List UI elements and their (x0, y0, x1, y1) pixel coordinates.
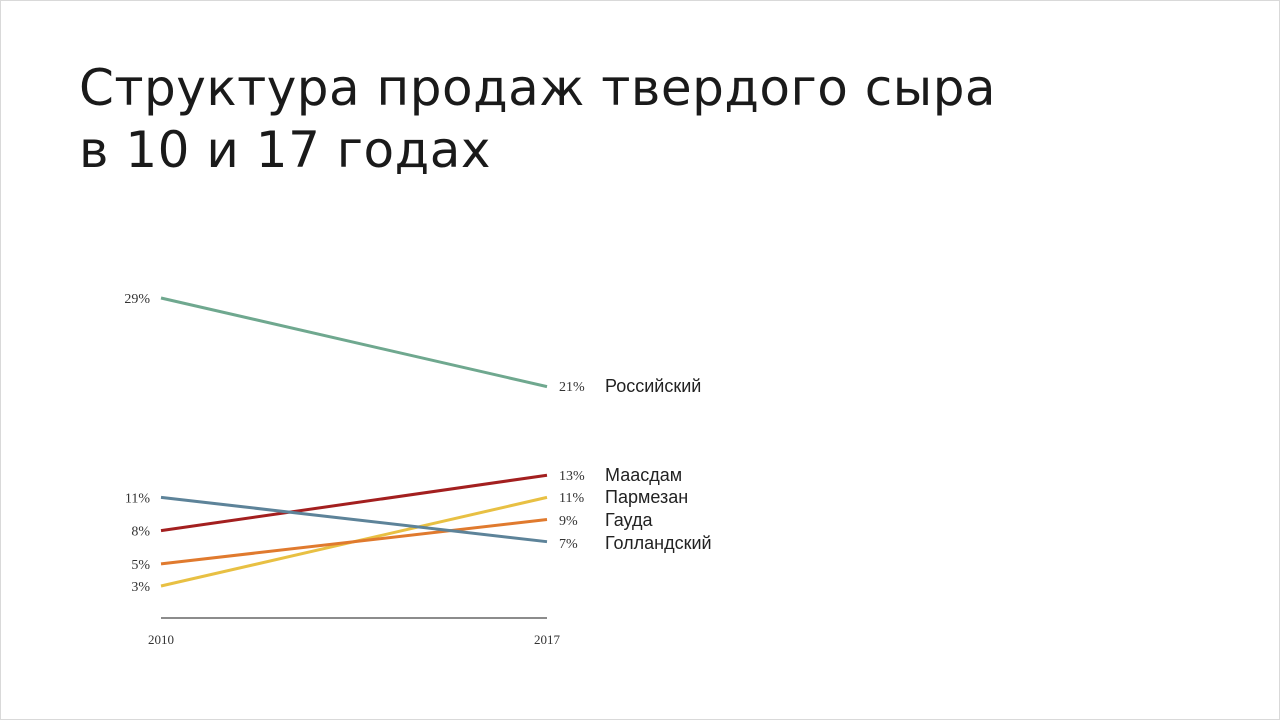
series-2-label-2010: 3% (131, 580, 150, 595)
series-3-line (160, 518, 548, 566)
page-title: Структура продаж твердого сыра в 10 и 17… (79, 57, 1179, 181)
title-line-2: в 10 и 17 годах (79, 121, 491, 179)
series-2-label-2017: 11% (559, 491, 584, 506)
series-0-label-2017: 21% (559, 380, 585, 395)
series-3-label-2010: 5% (131, 558, 150, 573)
series-1-label-2017: 13% (559, 469, 585, 484)
series-1-name: Маасдам (605, 465, 682, 485)
title-line-1: Структура продаж твердого сыра (79, 59, 997, 117)
series-4-line (160, 495, 548, 544)
series-3-label-2017: 9% (559, 514, 578, 529)
series-3-name: Гауда (605, 510, 653, 530)
x-tick-2017: 2017 (534, 632, 561, 647)
series-0-name: Российский (605, 376, 701, 396)
data-labels: 29% 21% Российский 8% 13% Маасдам 3% 11% Пармеза… (124, 292, 711, 595)
series-2-name: Пармезан (605, 487, 688, 507)
series-0-line (160, 296, 548, 389)
series-lines (160, 296, 548, 588)
x-tick-2010: 2010 (148, 632, 174, 647)
series-4-label-2010: 11% (125, 491, 150, 506)
series-0-label-2010: 29% (124, 292, 150, 307)
series-1-label-2010: 8% (131, 525, 150, 540)
x-tick-labels: 2010 2017 (148, 632, 561, 647)
series-4-name: Голландский (605, 533, 712, 553)
series-1-line (160, 473, 548, 533)
series-4-label-2017: 7% (559, 537, 578, 552)
